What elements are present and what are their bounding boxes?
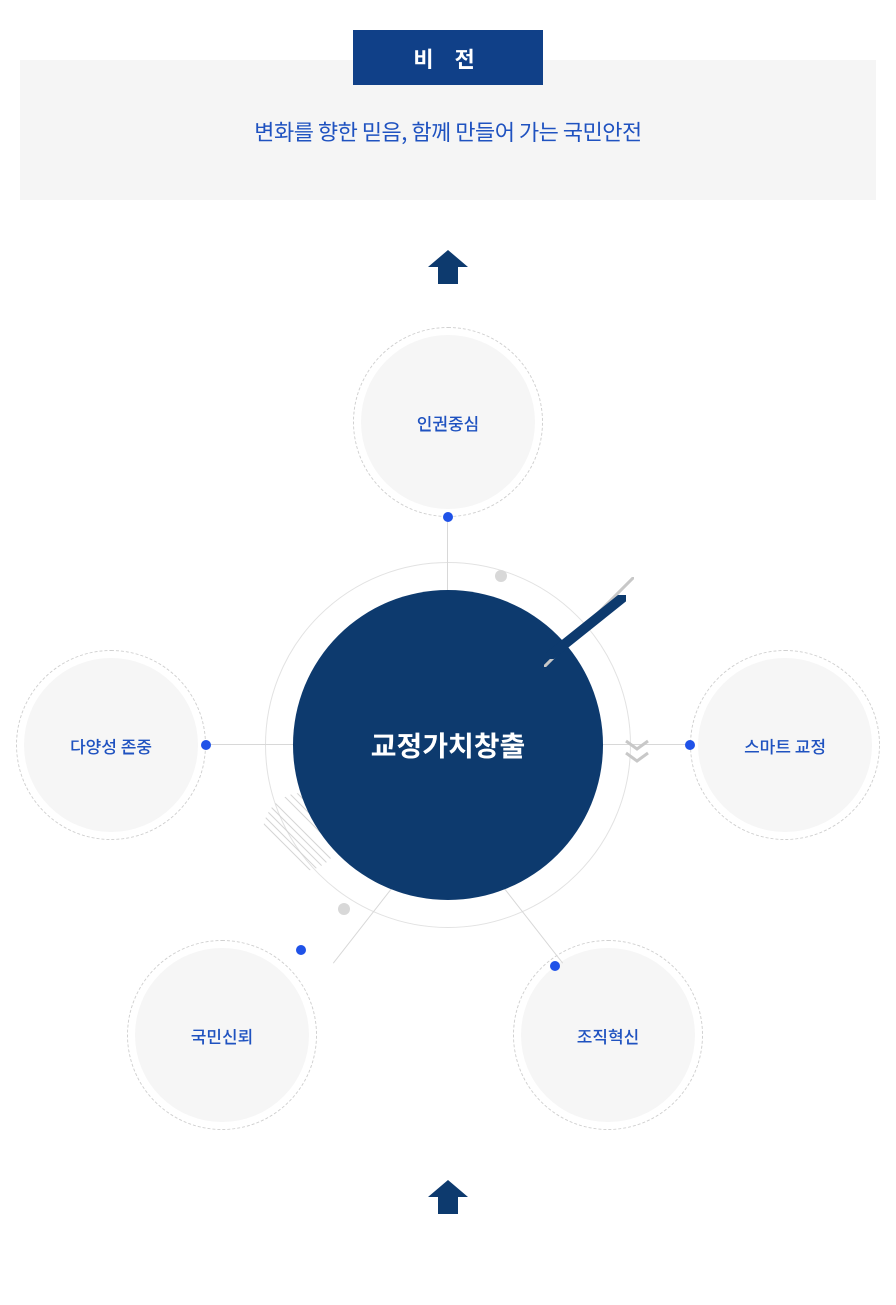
radial-diagram: 교정가치창출 인권중심 스마트 교정 다양성 존중 국민신뢰 조직혁신 — [0, 315, 896, 1165]
chevron-down-deco-icon — [624, 739, 650, 767]
dot-br — [550, 961, 560, 971]
node-br-label: 조직혁신 — [577, 1023, 640, 1048]
arrow-up-top-icon — [428, 250, 468, 284]
node-left: 다양성 존중 — [16, 650, 206, 840]
spoke-left — [205, 744, 295, 745]
dot-bl — [296, 945, 306, 955]
node-left-inner: 다양성 존중 — [24, 658, 198, 832]
dot-right — [685, 740, 695, 750]
dot-top — [443, 512, 453, 522]
node-right: 스마트 교정 — [690, 650, 880, 840]
node-top-inner: 인권중심 — [361, 335, 535, 509]
vision-text: 변화를 향한 믿음, 함께 만들어 가는 국민안전 — [0, 115, 896, 147]
center-label: 교정가치창출 — [371, 725, 526, 765]
arrow-up-bottom-icon — [428, 1180, 468, 1214]
node-right-label: 스마트 교정 — [744, 733, 826, 758]
dot-left — [201, 740, 211, 750]
node-top-label: 인권중심 — [417, 410, 480, 435]
spoke-top — [447, 515, 448, 595]
node-top: 인권중심 — [353, 327, 543, 517]
node-br-inner: 조직혁신 — [521, 948, 695, 1122]
ring-dot-top — [495, 570, 507, 582]
node-left-label: 다양성 존중 — [70, 733, 152, 758]
accent-line-dark — [546, 595, 626, 659]
node-right-inner: 스마트 교정 — [698, 658, 872, 832]
node-bl: 국민신뢰 — [127, 940, 317, 1130]
vision-badge-label: 비 전 — [413, 42, 482, 74]
node-br: 조직혁신 — [513, 940, 703, 1130]
vision-badge: 비 전 — [353, 30, 543, 85]
ring-dot-bottom — [338, 903, 350, 915]
node-bl-inner: 국민신뢰 — [135, 948, 309, 1122]
node-bl-label: 국민신뢰 — [191, 1023, 254, 1048]
